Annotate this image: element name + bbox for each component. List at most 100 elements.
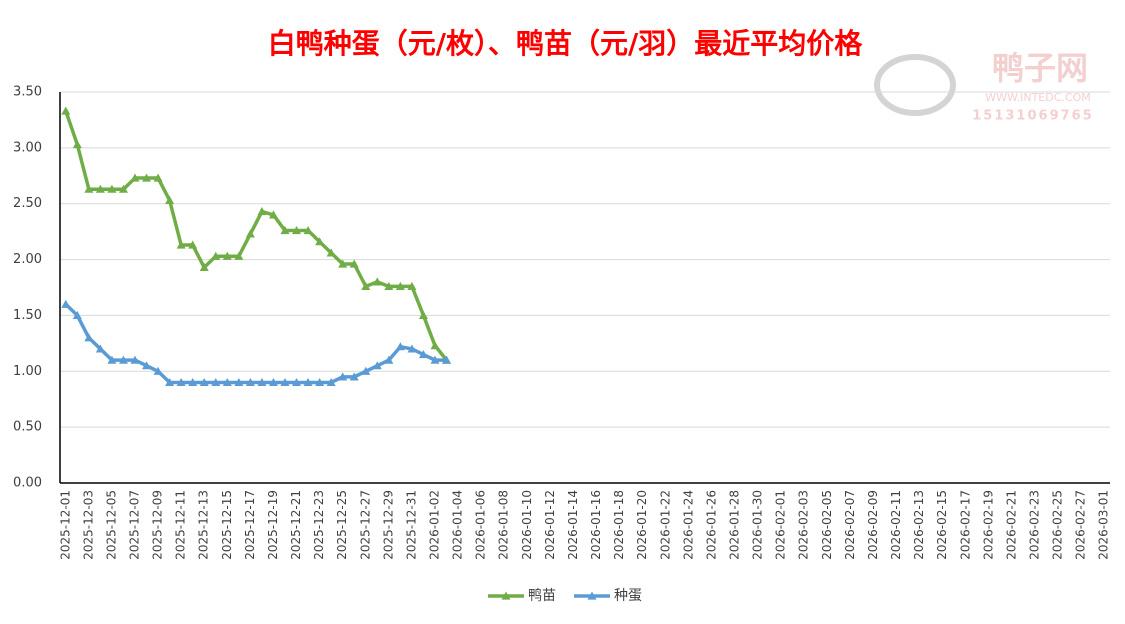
x-tick-label: 2025-12-25	[335, 490, 349, 560]
point-marker	[268, 377, 278, 387]
x-tick-label: 2025-12-15	[220, 490, 234, 560]
point-marker	[384, 281, 394, 290]
point-marker	[418, 310, 428, 320]
point-marker	[338, 259, 348, 268]
x-tick-label: 2025-12-17	[243, 490, 257, 560]
y-tick-label: 0.00	[13, 476, 42, 491]
point-marker	[442, 355, 452, 364]
point-marker	[292, 377, 302, 387]
point-marker	[84, 333, 94, 342]
point-marker	[222, 377, 232, 387]
point-marker	[361, 281, 371, 290]
x-tick-label: 2026-01-06	[474, 490, 488, 560]
x-tick-label: 2026-01-14	[566, 490, 580, 560]
x-tick-label: 2026-02-23	[1028, 490, 1042, 560]
x-tick-label: 2026-02-03	[797, 490, 811, 560]
x-tick-label: 2026-03-01	[1097, 490, 1111, 560]
x-tick-label: 2025-12-21	[289, 490, 303, 560]
y-tick-label: 0.50	[13, 420, 42, 435]
point-marker	[142, 173, 152, 182]
x-tick-label: 2026-02-13	[912, 490, 926, 560]
x-tick-label: 2026-01-08	[497, 490, 511, 560]
point-marker	[153, 173, 163, 182]
point-marker	[199, 377, 209, 387]
x-tick-label: 2025-12-13	[197, 490, 211, 560]
x-tick-label: 2025-12-09	[151, 490, 165, 560]
x-tick-label: 2025-12-19	[266, 490, 280, 560]
point-marker	[176, 377, 186, 387]
watermark-phone: 15131069765	[972, 109, 1094, 124]
x-tick-label: 2026-01-18	[612, 490, 626, 560]
point-marker	[199, 262, 209, 271]
x-tick-label: 2026-01-02	[428, 490, 442, 560]
x-tick-label: 2025-12-31	[404, 490, 418, 560]
x-tick-label: 2026-02-19	[981, 490, 995, 560]
x-tick-label: 2026-01-20	[635, 490, 649, 560]
point-marker	[188, 377, 198, 387]
x-tick-label: 2026-01-16	[589, 490, 603, 560]
y-tick-label: 2.50	[13, 196, 42, 211]
point-marker	[107, 184, 117, 193]
x-tick-label: 2026-01-26	[704, 490, 718, 560]
point-marker	[245, 229, 255, 238]
x-tick-label: 2026-01-22	[658, 490, 672, 560]
x-tick-label: 2026-02-15	[935, 490, 949, 560]
point-marker	[95, 184, 105, 193]
x-tick-label: 2026-02-05	[820, 490, 834, 560]
point-marker	[326, 377, 336, 387]
watermark-url: WWW.INTEDC.COM	[985, 91, 1090, 104]
x-tick-label: 2026-01-28	[728, 490, 742, 560]
x-tick-label: 2026-02-25	[1051, 490, 1065, 560]
point-marker	[84, 184, 94, 193]
point-marker	[257, 377, 267, 387]
x-tick-label: 2026-01-12	[543, 490, 557, 560]
point-marker	[257, 207, 267, 216]
point-marker	[407, 281, 417, 290]
point-marker	[384, 355, 394, 364]
point-marker	[430, 355, 440, 364]
x-tick-label: 2026-02-17	[958, 490, 972, 560]
point-marker	[280, 226, 290, 235]
watermark-name: 鸭子网	[992, 49, 1088, 87]
x-tick-label: 2025-12-05	[104, 490, 118, 560]
point-marker	[418, 350, 428, 359]
x-tick-label: 2026-02-11	[889, 490, 903, 560]
point-marker	[72, 140, 82, 149]
series-line	[64, 302, 447, 385]
point-marker	[315, 237, 325, 246]
point-marker	[211, 377, 221, 387]
x-tick-label: 2026-02-09	[866, 490, 880, 560]
series-line	[64, 110, 448, 362]
point-marker	[245, 377, 255, 387]
y-tick-label: 1.50	[13, 308, 42, 323]
x-tick-label: 2025-12-23	[312, 490, 326, 560]
watermark-logo	[874, 54, 956, 116]
point-marker	[130, 355, 140, 364]
y-tick-label: 2.00	[13, 252, 42, 267]
point-marker	[407, 344, 417, 353]
x-tick-label: 2025-12-27	[358, 490, 372, 560]
point-marker	[95, 344, 105, 353]
y-tick-label: 1.00	[13, 364, 42, 379]
x-tick-label: 2026-02-01	[774, 490, 788, 560]
point-marker	[107, 355, 117, 364]
point-marker	[222, 251, 232, 260]
x-tick-label: 2025-12-07	[128, 490, 142, 560]
point-marker	[165, 377, 175, 387]
point-marker	[61, 299, 71, 308]
point-marker	[372, 277, 382, 286]
point-marker	[234, 377, 244, 387]
point-marker	[176, 240, 186, 249]
point-marker	[153, 366, 163, 375]
point-marker	[303, 377, 313, 387]
legend-marker	[501, 591, 511, 600]
point-marker	[395, 281, 405, 290]
point-marker	[303, 226, 313, 235]
point-marker	[395, 342, 405, 351]
point-marker	[118, 184, 128, 193]
x-tick-label: 2025-12-29	[381, 490, 395, 560]
point-marker	[292, 226, 302, 235]
y-tick-label: 3.50	[13, 85, 42, 100]
point-marker	[130, 173, 140, 182]
